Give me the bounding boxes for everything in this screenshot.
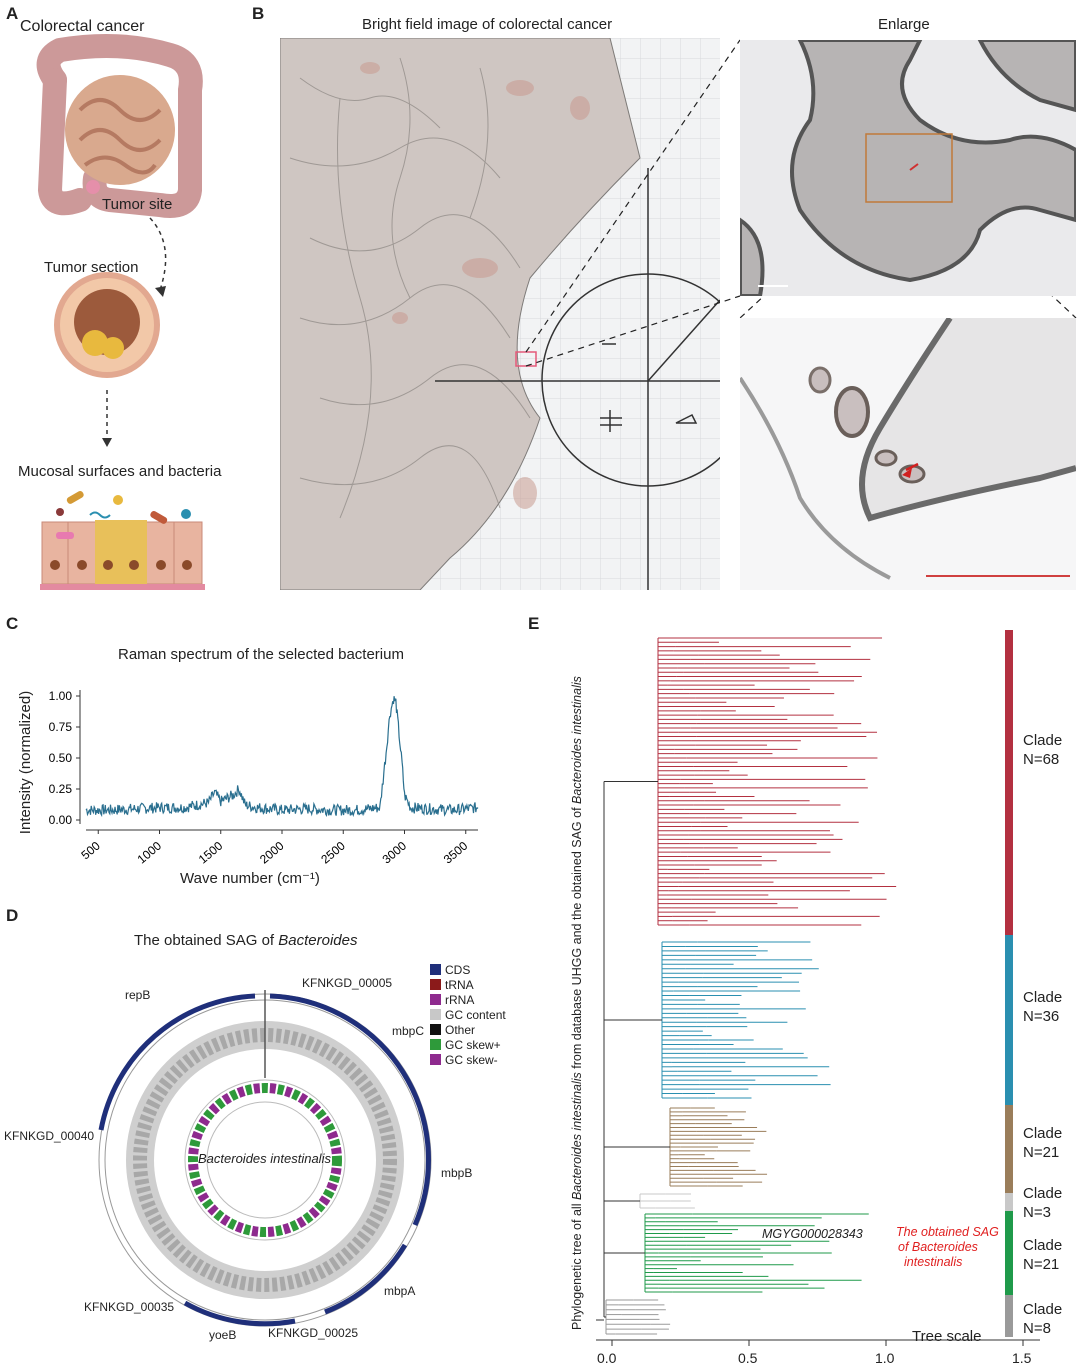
legend-label: tRNA — [445, 977, 474, 992]
clade-label-3: Clade N=3 — [1023, 1185, 1063, 1221]
tree-tick: 0.0 — [597, 1350, 617, 1366]
enlarge-image-2 — [740, 318, 1076, 590]
legend-item: Other — [430, 1022, 506, 1037]
x-tick-label: 1000 — [135, 838, 165, 866]
gene-label: yoeB — [209, 1328, 237, 1342]
legend-label: rRNA — [445, 992, 475, 1007]
x-tick-label: 3000 — [380, 838, 410, 866]
brightfield-image — [280, 38, 720, 590]
gene-label: mbpC — [392, 1024, 425, 1038]
panel-b-label: B — [252, 4, 265, 23]
tree-tick: 0.5 — [738, 1350, 758, 1366]
legend-item: tRNA — [430, 977, 506, 992]
y-tick-label: 0.75 — [49, 720, 73, 734]
legend-swatch — [430, 1039, 441, 1050]
y-tick-label: 0.50 — [49, 751, 73, 765]
gene-label: KFNKGD_00035 — [84, 1300, 175, 1314]
gene-label: mbpB — [441, 1166, 473, 1180]
clade-bar — [1005, 630, 1013, 935]
y-tick-label: 0.25 — [49, 782, 73, 796]
genome-circle-map — [98, 990, 432, 1327]
legend-label: GC skew- — [445, 1052, 498, 1067]
legend-swatch — [430, 979, 441, 990]
raman-ticks: 0.00 0.25 0.50 0.75 1.00 500 1000 1500 2000 2500 3… — [49, 689, 471, 867]
gene-label: KFNKGD_00025 — [268, 1326, 359, 1340]
genome-center-label: Bacteroides intestinalis — [198, 1151, 331, 1166]
obtained-sag-annotation: The obtained SAG of Bacteroides intestin… — [896, 1225, 999, 1269]
tree-branches — [596, 637, 897, 1335]
tumor-site-label: Tumor site — [102, 196, 173, 213]
clade-bar — [1005, 1193, 1013, 1211]
legend-swatch — [430, 964, 441, 975]
legend-item: CDS — [430, 962, 506, 977]
clade-label-8: Clade N=8 — [1023, 1301, 1063, 1337]
clade-bar — [1005, 1295, 1013, 1337]
legend-swatch — [430, 1009, 441, 1020]
genome-legend: CDS tRNA rRNA GC content Other GC skew+ GC ske… — [430, 962, 506, 1067]
panel-d-label: D — [6, 906, 19, 925]
x-tick-label: 500 — [78, 838, 103, 862]
tumor-section-label: Tumor section — [44, 259, 139, 276]
chart-ylabel: Intensity (normalized) — [17, 690, 35, 835]
chart-xlabel: Wave number (cm⁻¹) — [180, 870, 320, 887]
y-tick-label: 1.00 — [49, 689, 73, 703]
clade-label-36: Clade N=36 — [1023, 989, 1063, 1025]
legend-swatch — [430, 1024, 441, 1035]
panel-a-label: A — [6, 4, 19, 23]
panel-a-title: Colorectal cancer — [20, 18, 145, 35]
phylogenetic-tree — [596, 630, 1040, 1346]
legend-item: GC skew+ — [430, 1037, 506, 1052]
x-tick-label: 2500 — [318, 838, 348, 866]
legend-item: rRNA — [430, 992, 506, 1007]
x-tick-label: 3500 — [441, 838, 471, 866]
clade-bar — [1005, 1105, 1013, 1193]
clade-label-68: Clade N=68 — [1023, 732, 1063, 768]
clade-label-21b: Clade N=21 — [1023, 1237, 1063, 1273]
gene-label: repB — [125, 988, 151, 1002]
legend-swatch — [430, 1054, 441, 1065]
tree-tick: 1.0 — [875, 1350, 895, 1366]
legend-label: CDS — [445, 962, 471, 977]
raman-chart: 0.00 0.25 0.50 0.75 1.00 500 1000 1500 2000 2500 3… — [49, 689, 479, 867]
gene-label: mbpA — [384, 1284, 416, 1298]
y-tick-label: 0.00 — [49, 813, 73, 827]
panel-e-label: E — [528, 614, 540, 633]
legend-item: GC skew- — [430, 1052, 506, 1067]
x-tick-label: 1500 — [196, 838, 226, 866]
panel-d-title: The obtained SAG of Bacteroides — [134, 932, 358, 949]
gene-label: KFNKGD_00040 — [4, 1129, 95, 1143]
colon-illustration — [36, 34, 205, 590]
legend-label: Other — [445, 1022, 476, 1037]
tree-ylabel: Phylogenetic tree of all Bacteroides int… — [570, 676, 584, 1330]
legend-label: GC content — [445, 1007, 506, 1022]
tree-scale-label: Tree scale — [912, 1328, 982, 1345]
mucosal-label: Mucosal surfaces and bacteria — [18, 463, 222, 480]
legend-label: GC skew+ — [445, 1037, 501, 1052]
raman-series-line — [85, 696, 479, 818]
legend-item: GC content — [430, 1007, 506, 1022]
panel-c-label: C — [6, 614, 19, 633]
mgyg-label: MGYG000028343 — [762, 1227, 863, 1241]
x-tick-label: 2000 — [257, 838, 287, 866]
clade-bar — [1005, 1211, 1013, 1295]
tree-tick: 1.5 — [1012, 1350, 1032, 1366]
panel-b-title: Bright field image of colorectal cancer — [362, 16, 613, 33]
clade-label-21a: Clade N=21 — [1023, 1125, 1063, 1161]
gene-label: KFNKGD_00005 — [302, 976, 393, 990]
chart-title: Raman spectrum of the selected bacterium — [118, 646, 404, 663]
enlarge-title: Enlarge — [878, 16, 930, 33]
enlarge-image-1 — [740, 40, 1076, 296]
legend-swatch — [430, 994, 441, 1005]
clade-bar — [1005, 935, 1013, 1105]
